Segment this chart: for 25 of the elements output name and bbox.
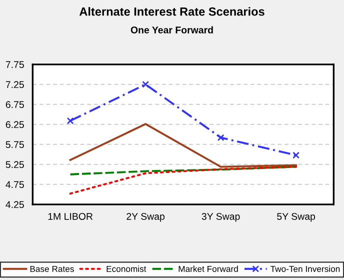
line-series	[69, 166, 298, 176]
x-tick-label: 5Y Swap	[277, 212, 316, 222]
y-tick-label: 6.25	[6, 121, 24, 128]
x-tick-label: 2Y Swap	[126, 212, 165, 222]
chart-subtitle: One Year Forward	[130, 26, 213, 34]
y-tick-label: 6.75	[6, 101, 24, 108]
y-tick-label: 5.25	[6, 161, 24, 168]
point	[217, 134, 224, 142]
point	[142, 80, 150, 88]
x-tick-label: 1M LIBOR	[48, 212, 93, 220]
legend-label: Base Rates	[30, 266, 74, 272]
y-tick-label: 7.25	[6, 81, 24, 88]
point	[66, 117, 74, 124]
legend-label: Market Forward	[178, 266, 238, 272]
y-tick-label: 5.75	[6, 141, 24, 148]
x-tick-label: 3Y Swap	[202, 212, 240, 222]
y-tick-label: 4.75	[6, 181, 24, 188]
legend-label: Economist	[106, 266, 146, 272]
chart-title: Alternate Interest Rate Scenarios	[79, 7, 264, 16]
line-series	[69, 123, 298, 168]
y-tick-label: 7.75	[6, 61, 24, 68]
y-tick-label: 4.25	[6, 201, 24, 208]
line-series	[69, 166, 298, 195]
point	[292, 152, 300, 159]
legend-label: Two-Ten Inversion	[270, 266, 340, 272]
